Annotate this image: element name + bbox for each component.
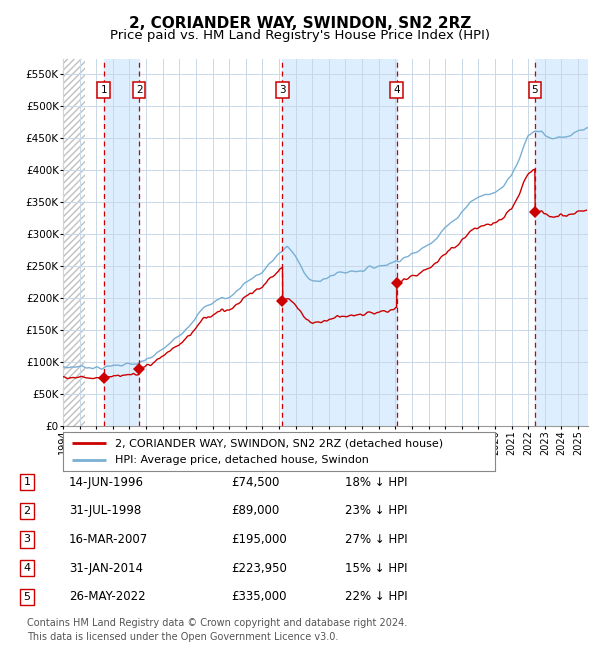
Text: 2: 2 (136, 84, 142, 95)
Text: 31-JUL-1998: 31-JUL-1998 (69, 504, 141, 517)
Text: 18% ↓ HPI: 18% ↓ HPI (345, 476, 407, 489)
Text: £335,000: £335,000 (231, 590, 287, 603)
Text: £195,000: £195,000 (231, 533, 287, 546)
Text: 26-MAY-2022: 26-MAY-2022 (69, 590, 146, 603)
Text: HPI: Average price, detached house, Swindon: HPI: Average price, detached house, Swin… (115, 456, 369, 465)
Text: 3: 3 (23, 534, 31, 545)
Text: 16-MAR-2007: 16-MAR-2007 (69, 533, 148, 546)
Text: 22% ↓ HPI: 22% ↓ HPI (345, 590, 407, 603)
Text: 14-JUN-1996: 14-JUN-1996 (69, 476, 144, 489)
Text: £74,500: £74,500 (231, 476, 280, 489)
Text: 3: 3 (279, 84, 286, 95)
Bar (104, 58, 139, 426)
Text: 23% ↓ HPI: 23% ↓ HPI (345, 504, 407, 517)
Text: 5: 5 (532, 84, 538, 95)
Bar (283, 58, 397, 426)
Text: 15% ↓ HPI: 15% ↓ HPI (345, 562, 407, 575)
Text: £223,950: £223,950 (231, 562, 287, 575)
Text: Price paid vs. HM Land Registry's House Price Index (HPI): Price paid vs. HM Land Registry's House … (110, 29, 490, 42)
Text: 4: 4 (393, 84, 400, 95)
Text: 27% ↓ HPI: 27% ↓ HPI (345, 533, 407, 546)
Text: Contains HM Land Registry data © Crown copyright and database right 2024.
This d: Contains HM Land Registry data © Crown c… (27, 618, 407, 642)
Text: 2: 2 (23, 506, 31, 516)
Text: £89,000: £89,000 (231, 504, 279, 517)
Text: 31-JAN-2014: 31-JAN-2014 (69, 562, 143, 575)
Text: 5: 5 (23, 592, 31, 602)
Text: 1: 1 (100, 84, 107, 95)
Bar (63, 58, 85, 426)
Bar (63, 58, 85, 426)
Text: 1: 1 (23, 477, 31, 488)
Text: 2, CORIANDER WAY, SWINDON, SN2 2RZ: 2, CORIANDER WAY, SWINDON, SN2 2RZ (129, 16, 471, 31)
Text: 4: 4 (23, 563, 31, 573)
Text: 2, CORIANDER WAY, SWINDON, SN2 2RZ (detached house): 2, CORIANDER WAY, SWINDON, SN2 2RZ (deta… (115, 438, 443, 448)
Bar (535, 58, 588, 426)
